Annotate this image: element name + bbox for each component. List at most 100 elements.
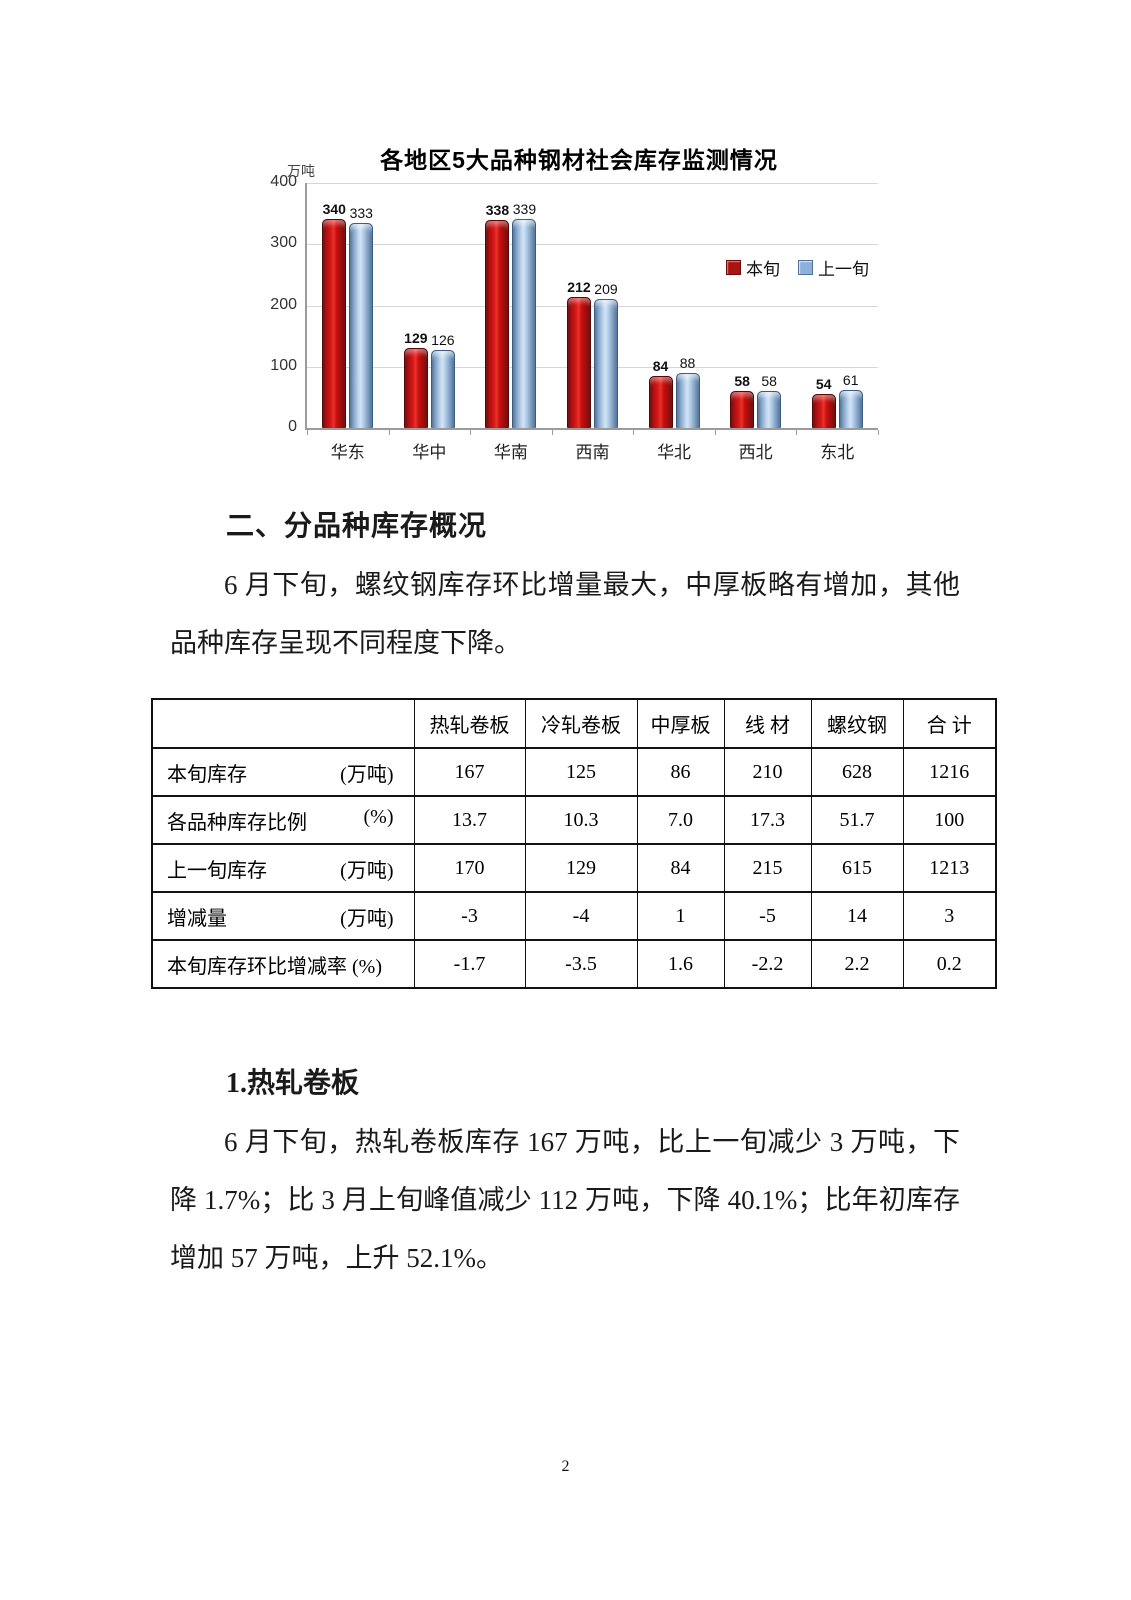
table-row: 增减量 (万吨) -3 -4 1 -5 14 3 <box>151 891 997 941</box>
table-row: 上一旬库存 (万吨) 170 129 84 215 615 1213 <box>151 843 997 893</box>
table-cell: 14 <box>810 891 904 941</box>
table-header-cell: 螺纹钢 <box>810 698 904 749</box>
table-row: 各品种库存比例 (%) 13.7 10.3 7.0 17.3 51.7 100 <box>151 795 997 845</box>
bar-value-label: 126 <box>431 331 455 348</box>
chart-bar: 339 <box>512 201 537 428</box>
legend-label-current: 本旬 <box>746 260 780 279</box>
table-cell: -3 <box>413 891 526 941</box>
gridline <box>307 305 878 307</box>
row-label-cell: 增减量 (万吨) <box>151 891 415 941</box>
table-header-cell: 中厚板 <box>636 698 725 749</box>
x-axis-tick <box>796 430 797 435</box>
table-cell: 1 <box>636 891 725 941</box>
legend-item-current: 本旬 <box>726 255 780 280</box>
bar-value-label: 61 <box>842 371 859 388</box>
legend-marker-current-icon <box>726 260 741 275</box>
bar-value-label: 54 <box>815 375 832 392</box>
legend-marker-previous-icon <box>798 260 813 275</box>
table-cell: 125 <box>524 747 638 797</box>
table-cell: 10.3 <box>524 795 638 845</box>
bar-group: 58 58 <box>715 183 797 428</box>
bar-value-label: 84 <box>652 357 669 374</box>
table-cell: 3 <box>902 891 997 941</box>
section-heading-overview: 二、分品种库存概况 <box>226 511 488 542</box>
table-cell: -5 <box>723 891 812 941</box>
table-header-cell: 合 计 <box>902 698 997 749</box>
table-cell: 210 <box>723 747 812 797</box>
section-paragraph-overview: 6 月下旬，螺纹钢库存环比增量最大，中厚板略有增加，其他品种库存呈现不同程度下降… <box>170 570 960 658</box>
x-axis-category-label: 华东 <box>330 443 365 462</box>
chart-bar: 126 <box>430 332 455 428</box>
table-cell: 7.0 <box>636 795 725 845</box>
table-row: 本旬库存 (万吨) 167 125 86 210 628 1216 <box>151 747 997 797</box>
table-cell: 615 <box>810 843 904 893</box>
x-axis-category-label: 华中 <box>412 443 447 462</box>
table-cell: 170 <box>413 843 526 893</box>
bar-value-label: 212 <box>567 279 591 296</box>
table-cell: -3.5 <box>524 939 638 989</box>
chart-bar: 340 <box>322 201 347 428</box>
legend-label-previous: 上一旬 <box>818 260 869 279</box>
row-unit: (万吨) <box>340 859 394 882</box>
chart-bar: 333 <box>349 205 374 428</box>
row-label-cell: 本旬库存 (万吨) <box>151 747 415 797</box>
bar-group: 338 339 <box>470 183 552 428</box>
table-cell: -1.7 <box>413 939 526 989</box>
chart-bar: 54 <box>811 376 836 428</box>
table-header-cell: 热轧卷板 <box>413 698 526 749</box>
table-cell: -2.2 <box>723 939 812 989</box>
table-cell: 167 <box>413 747 526 797</box>
x-axis-category-label: 华南 <box>493 443 528 462</box>
bar-group: 84 88 <box>633 183 715 428</box>
x-axis-category-label: 西南 <box>575 443 610 462</box>
chart-bar: 212 <box>566 279 591 428</box>
bar-value-label: 339 <box>512 201 537 218</box>
section-paragraph-hot-rolled: 6 月下旬，热轧卷板库存 167 万吨，比上一旬减少 3 万吨，下降 1.7%；… <box>170 1127 960 1273</box>
x-axis-tick <box>715 430 716 435</box>
table-cell: 1216 <box>902 747 997 797</box>
bar-group: 129 126 <box>389 183 471 428</box>
gridline <box>307 244 878 246</box>
row-label: 上一旬库存 <box>167 859 267 882</box>
chart-bar: 58 <box>730 373 755 428</box>
bar-group: 340 333 <box>307 183 389 428</box>
bar-value-label: 129 <box>404 330 428 346</box>
gridline <box>307 183 878 184</box>
chart-bar: 209 <box>593 281 618 428</box>
y-axis-tick-label: 0 <box>288 418 297 435</box>
table-cell: 86 <box>636 747 725 797</box>
x-axis-category-label: 东北 <box>820 443 855 462</box>
bar-value-label: 333 <box>349 205 373 222</box>
table-cell: 84 <box>636 843 725 893</box>
table-cell: 129 <box>524 843 638 893</box>
chart-bar: 58 <box>757 373 782 428</box>
x-axis-category-label: 华北 <box>657 443 692 462</box>
table-header-cell <box>151 698 415 749</box>
y-axis-tick-label: 400 <box>270 173 297 190</box>
table-cell: 215 <box>723 843 812 893</box>
table-header: 热轧卷板 冷轧卷板 中厚板线 材螺纹钢合 计 <box>151 698 997 749</box>
row-label-cell: 本旬库存环比增减率 (%) <box>151 939 415 989</box>
x-axis-tick <box>389 430 390 435</box>
row-label: 增减量 <box>167 907 227 930</box>
x-axis-tick <box>470 430 471 435</box>
bar-value-label: 88 <box>679 355 696 372</box>
chart-plot-area: 340 333 华东 129 126 华中 338 339 华南 212 209 西南 84 88 华北 58… <box>305 183 879 462</box>
row-unit: (万吨) <box>340 907 394 930</box>
bar-value-label: 338 <box>485 201 510 218</box>
table-header-cell: 线 材 <box>723 698 812 749</box>
bar-value-label: 209 <box>594 281 618 297</box>
table-cell: 51.7 <box>810 795 904 845</box>
table-cell: 2.2 <box>810 939 904 989</box>
y-axis-tick-label: 200 <box>270 295 297 313</box>
y-axis-unit-label: 万吨 <box>287 165 315 180</box>
inventory-bar-chart: 各地区5大品种钢材社会库存监测情况 万吨 340 333 华东 129 126 华中 338… <box>265 135 893 470</box>
table-cell: -4 <box>524 891 638 941</box>
table-cell: 628 <box>810 747 904 797</box>
chart-bar: 84 <box>648 358 673 428</box>
chart-bar: 338 <box>485 202 510 428</box>
table-cell: 17.3 <box>723 795 812 845</box>
row-label-cell: 上一旬库存 (万吨) <box>151 843 415 893</box>
bar-group: 54 61 <box>796 183 878 428</box>
